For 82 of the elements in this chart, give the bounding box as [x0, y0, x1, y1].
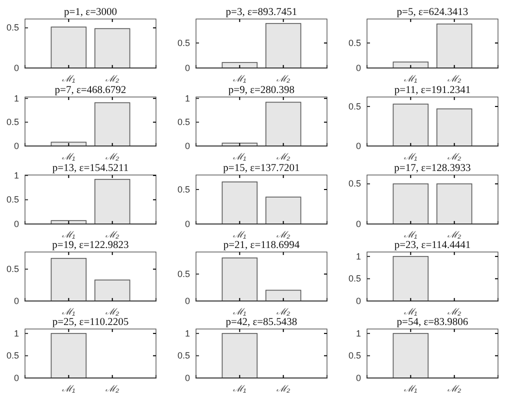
y-tick-label: 1: [14, 93, 19, 104]
x-tick-label: ℳ₂: [448, 151, 462, 162]
x-tick-label: ℳ₁: [233, 383, 246, 394]
y-tick-label: 0.5: [348, 350, 361, 361]
y-tick-label: 0.5: [177, 268, 190, 279]
chart-title: p=9, ε=280.398: [228, 85, 295, 96]
x-tick-label: ℳ₂: [106, 151, 120, 162]
x-tick-label: ℳ₁: [62, 306, 76, 316]
x-tick-label: ℳ₁: [233, 151, 246, 162]
x-tick-label: ℳ₁: [233, 306, 246, 316]
y-tick-label: 0: [356, 62, 361, 73]
chart-title: p=3, ε=893.7451: [226, 7, 298, 18]
x-tick-label: ℳ₁: [404, 306, 418, 316]
y-tick-label: 0.5: [6, 194, 19, 205]
x-tick-label: ℳ₁: [404, 73, 418, 84]
x-tick-label: ℳ₂: [106, 306, 120, 316]
y-tick-label: 0.5: [177, 117, 190, 128]
y-tick-label: 1: [184, 93, 190, 104]
y-tick-label: 0: [356, 218, 361, 229]
y-tick-label: 0: [184, 296, 190, 306]
chart-title: p=15, ε=137.7201: [223, 163, 300, 174]
y-tick-label: 1: [356, 328, 361, 338]
y-tick-label: 0.5: [6, 22, 19, 33]
chart-title: p=25, ε=110.2205: [52, 317, 129, 328]
y-tick-label: 0.5: [348, 38, 361, 48]
chart-title: p=11, ε=191.2341: [394, 85, 471, 96]
chart-title: p=1, ε=3000: [64, 7, 118, 18]
x-tick-label: ℳ₂: [106, 229, 120, 240]
y-tick-label: 0.5: [177, 184, 190, 194]
x-tick-label: ℳ₂: [448, 229, 462, 240]
x-tick-label: ℳ₁: [233, 229, 246, 240]
y-tick-label: 0.5: [177, 38, 190, 48]
y-tick-label: 0.5: [348, 101, 361, 112]
x-tick-label: ℳ₁: [233, 73, 246, 84]
x-tick-label: ℳ₂: [276, 229, 291, 240]
x-tick-label: ℳ₂: [448, 73, 462, 84]
x-tick-label: ℳ₂: [276, 383, 291, 394]
x-tick-label: ℳ₂: [106, 73, 120, 84]
x-tick-label: ℳ₁: [404, 229, 418, 240]
chart-title: p=19, ε=122.9823: [52, 240, 129, 251]
y-tick-label: 0: [184, 218, 190, 229]
y-tick-label: 0: [184, 140, 190, 151]
y-tick-label: 1: [356, 251, 361, 262]
x-tick-label: ℳ₂: [448, 383, 462, 394]
y-tick-label: 0.5: [177, 350, 190, 361]
x-tick-label: ℳ₁: [404, 383, 418, 394]
x-tick-label: ℳ₁: [404, 151, 418, 162]
y-tick-label: 1: [184, 328, 190, 338]
x-tick-label: ℳ₂: [448, 306, 462, 316]
chart-title: p=7, ε=468.6792: [54, 85, 126, 96]
y-tick-label: 1: [14, 170, 19, 180]
y-tick-label: 0.5: [6, 264, 19, 274]
y-tick-label: 0: [14, 218, 19, 229]
x-tick-label: ℳ₁: [62, 383, 76, 394]
x-tick-label: ℳ₂: [276, 306, 291, 316]
y-tick-label: 0: [356, 296, 361, 306]
y-tick-label: 0: [14, 140, 19, 151]
y-tick-label: 0: [14, 372, 19, 383]
y-tick-label: 0: [14, 296, 19, 306]
y-tick-label: 0: [356, 140, 361, 151]
chart-title: p=5, ε=624.3413: [396, 7, 468, 18]
chart-title: p=23, ε=114.4441: [394, 240, 471, 251]
x-tick-label: ℳ₁: [62, 151, 76, 162]
x-tick-label: ℳ₂: [276, 73, 291, 84]
chart-title: p=42, ε=85.5438: [226, 317, 298, 328]
chart-title: p=21, ε=118.6994: [223, 240, 300, 251]
y-tick-label: 0: [184, 62, 190, 73]
y-tick-label: 0: [14, 62, 19, 73]
x-tick-label: ℳ₁: [62, 73, 76, 84]
y-tick-label: 0.5: [6, 350, 19, 361]
chart-title: p=13, ε=154.5211: [52, 163, 129, 174]
y-tick-label: 0: [356, 372, 361, 383]
chart-title: p=54, ε=83.9806: [396, 317, 468, 328]
x-tick-label: ℳ₁: [62, 229, 76, 240]
y-tick-label: 0.5: [348, 274, 361, 284]
x-tick-label: ℳ₂: [106, 383, 120, 394]
y-tick-label: 0: [184, 372, 190, 383]
y-tick-label: 0.5: [348, 178, 361, 189]
y-tick-label: 1: [14, 328, 19, 338]
x-tick-label: ℳ₂: [276, 151, 291, 162]
chart-title: p=17, ε=128.3933: [394, 163, 471, 174]
y-tick-label: 0.5: [6, 117, 19, 128]
